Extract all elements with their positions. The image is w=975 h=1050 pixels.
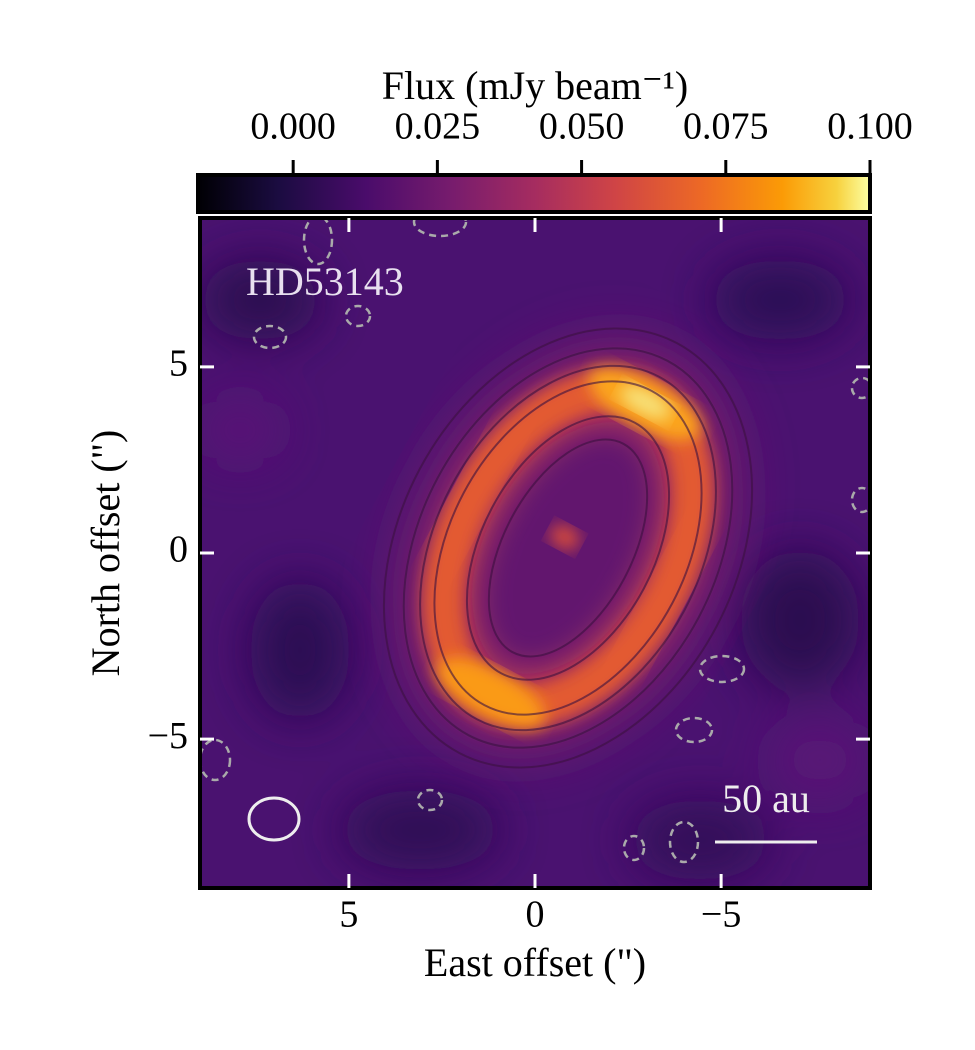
negative-contours	[200, 218, 870, 864]
colorbar	[196, 173, 872, 214]
x-tick-label: 5	[339, 894, 358, 936]
colorbar-tick-label: 0.075	[683, 106, 769, 148]
colorbar-tick-label: 0.050	[539, 106, 625, 148]
image	[200, 218, 870, 888]
disk	[382, 327, 754, 769]
noise	[200, 260, 870, 880]
colorbar-tick-label: 0.000	[250, 106, 336, 148]
colorbar-tick-label: 0.100	[827, 106, 913, 148]
x-tick-label: −5	[701, 894, 741, 936]
y-axis-label: North offset (")	[83, 430, 128, 677]
y-tick-label: 5	[169, 343, 188, 385]
x-tick-label: 0	[526, 894, 545, 936]
x-axis-label: East offset (")	[424, 940, 646, 985]
scale-bar-label: 50 au	[722, 776, 810, 821]
colorbar-tick-label: 0.025	[395, 106, 481, 148]
y-tick-label: −5	[148, 715, 188, 757]
beam	[247, 796, 301, 842]
target-label: HD53143	[246, 259, 404, 304]
colorbar-label: Flux (mJy beam⁻¹)	[382, 63, 688, 108]
y-tick-label: 0	[169, 529, 188, 571]
